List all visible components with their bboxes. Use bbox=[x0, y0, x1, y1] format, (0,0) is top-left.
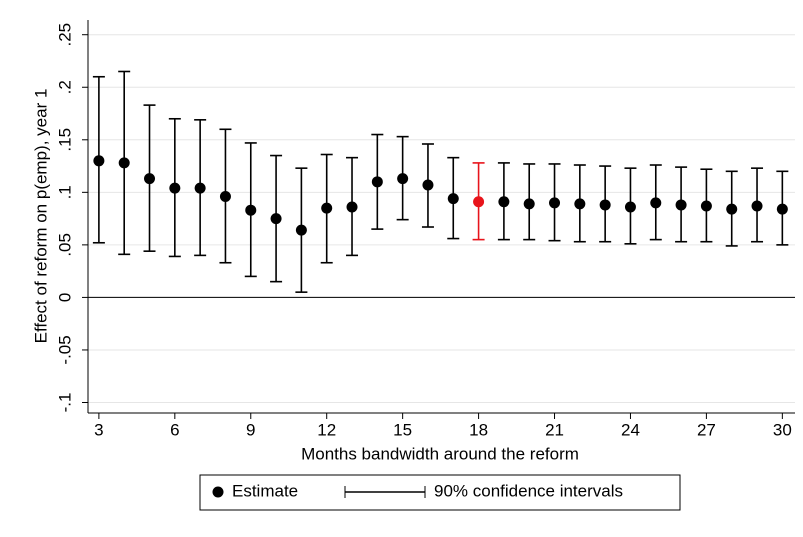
x-tick-label: 24 bbox=[621, 420, 640, 439]
estimate-point bbox=[371, 176, 383, 188]
estimate-point bbox=[549, 197, 561, 209]
estimate-point bbox=[118, 157, 130, 169]
estimate-point bbox=[776, 203, 788, 215]
x-tick-label: 12 bbox=[317, 420, 336, 439]
estimate-point bbox=[321, 202, 333, 214]
estimate-point bbox=[751, 200, 763, 212]
x-tick-label: 30 bbox=[773, 420, 792, 439]
estimate-point bbox=[270, 213, 282, 225]
legend-marker bbox=[212, 486, 224, 498]
x-tick-label: 9 bbox=[246, 420, 255, 439]
estimate-point bbox=[498, 196, 510, 208]
estimate-point bbox=[523, 198, 535, 210]
x-tick-label: 3 bbox=[94, 420, 103, 439]
y-axis-label: Effect of reform on p(emp), year 1 bbox=[31, 89, 50, 344]
y-tick-label: 0 bbox=[55, 293, 74, 302]
estimate-point bbox=[169, 182, 181, 194]
estimate-point bbox=[650, 197, 662, 209]
estimate-point bbox=[295, 224, 307, 236]
x-tick-label: 21 bbox=[545, 420, 564, 439]
estimate-point bbox=[422, 179, 434, 191]
estimate-point bbox=[93, 155, 105, 167]
estimate-point bbox=[624, 201, 636, 213]
estimate-point bbox=[194, 182, 206, 194]
y-tick-label: .1 bbox=[55, 185, 74, 199]
x-tick-label: 27 bbox=[697, 420, 716, 439]
y-tick-label: .15 bbox=[55, 128, 74, 152]
estimate-point bbox=[574, 198, 586, 210]
x-tick-label: 15 bbox=[393, 420, 412, 439]
estimate-point bbox=[473, 196, 485, 208]
estimate-point bbox=[726, 203, 738, 215]
legend-label: Estimate bbox=[232, 481, 298, 500]
estimate-point bbox=[144, 173, 156, 185]
estimate-point bbox=[599, 199, 611, 211]
y-tick-label: .25 bbox=[55, 23, 74, 47]
x-tick-label: 18 bbox=[469, 420, 488, 439]
x-axis-label: Months bandwidth around the reform bbox=[301, 444, 579, 463]
estimate-point bbox=[700, 200, 712, 212]
estimate-point bbox=[245, 204, 257, 216]
estimate-point bbox=[675, 199, 687, 211]
legend-box bbox=[199, 474, 681, 511]
estimate-point bbox=[447, 193, 459, 205]
y-tick-label: -.1 bbox=[55, 393, 74, 413]
y-tick-label: -.05 bbox=[55, 335, 74, 364]
x-tick-label: 6 bbox=[170, 420, 179, 439]
y-tick-label: .2 bbox=[55, 80, 74, 94]
estimate-point bbox=[346, 201, 358, 213]
estimate-point bbox=[219, 191, 231, 203]
y-tick-label: .05 bbox=[55, 233, 74, 257]
legend-label: 90% confidence intervals bbox=[434, 481, 623, 500]
estimate-point bbox=[397, 173, 409, 185]
